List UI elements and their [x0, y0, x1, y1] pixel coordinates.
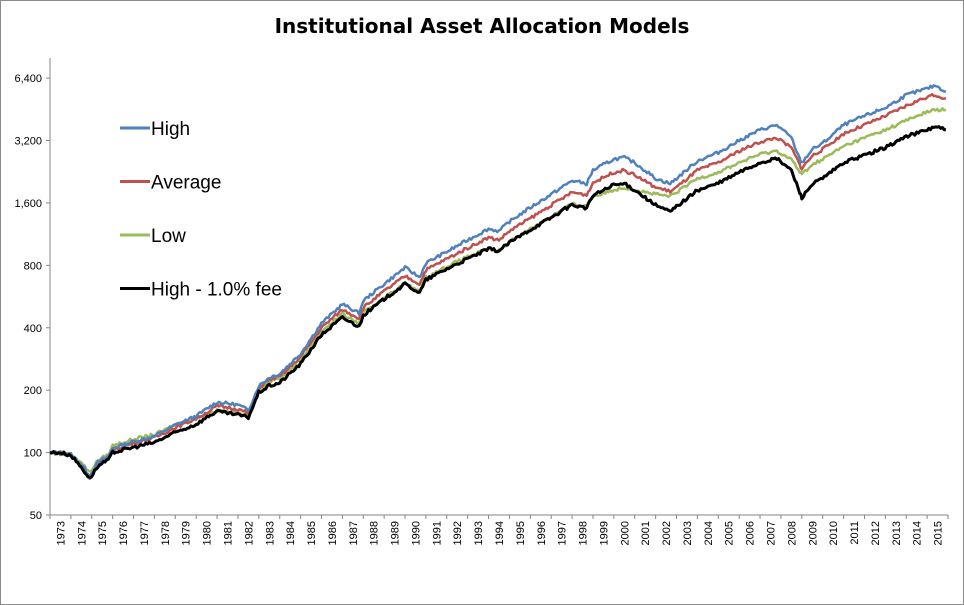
- x-tick-label: 1988: [369, 521, 381, 545]
- x-tick-label: 1985: [306, 521, 318, 545]
- x-tick-label: 1997: [557, 521, 569, 545]
- x-tick-label: 2012: [870, 521, 882, 545]
- legend-label: Average: [151, 173, 221, 194]
- x-tick-label: 2006: [745, 521, 757, 545]
- x-tick-label: 1989: [390, 521, 402, 545]
- legend-label: Low: [151, 226, 186, 247]
- series-line-high: [49, 84, 947, 479]
- y-tick-label: 400: [24, 323, 42, 335]
- x-tick-label: 2007: [765, 521, 777, 545]
- x-tick-label: 1994: [494, 521, 506, 545]
- series-lines: [49, 84, 947, 481]
- x-tick-label: 1980: [202, 521, 214, 545]
- x-tick-label: 2009: [807, 521, 819, 545]
- y-tick-label: 3,200: [14, 136, 42, 148]
- x-tick-label: 2014: [912, 521, 924, 545]
- y-tick-label: 6,400: [14, 73, 42, 85]
- x-tick-label: 1976: [118, 521, 130, 545]
- x-tick-label: 2011: [849, 521, 861, 545]
- x-tick-label: 1993: [473, 521, 485, 545]
- x-tick-label: 1983: [264, 521, 276, 545]
- x-tick-label: 1990: [410, 521, 422, 545]
- x-tick-label: 2002: [661, 521, 673, 545]
- series-line-high-1-0-fee: [49, 125, 947, 479]
- x-tick-label: 1998: [578, 521, 590, 545]
- x-tick-label: 1981: [223, 521, 235, 545]
- x-tick-label: 2001: [640, 521, 652, 545]
- y-tick-label: 50: [30, 510, 42, 522]
- x-tick-label: 2004: [703, 521, 715, 545]
- x-tick-label: 2008: [786, 521, 798, 545]
- legend: High Average Low High - 1.0% fee: [120, 119, 282, 301]
- axes: 50 100 200 400 800 1,600 3,200 6,400 1973 1974 197…: [14, 58, 949, 545]
- y-tick-label: 200: [24, 385, 42, 397]
- x-tick-label: 1974: [76, 521, 88, 545]
- x-tick-label: 2000: [619, 521, 631, 545]
- legend-label: High - 1.0% fee: [151, 280, 282, 301]
- x-tick-label: 2015: [933, 521, 945, 545]
- series-line-average: [49, 92, 946, 481]
- x-tick-label: 2010: [828, 521, 840, 545]
- x-tick-label: 1986: [327, 521, 339, 545]
- x-tick-label: 1984: [285, 521, 297, 545]
- y-tick-label: 100: [24, 448, 42, 460]
- x-tick-label: 1978: [160, 521, 172, 545]
- x-tick-label: 2003: [682, 521, 694, 545]
- x-tick-label: 1973: [55, 521, 67, 545]
- legend-label: High: [151, 119, 190, 140]
- x-tick-label: 2013: [891, 521, 903, 545]
- x-tick-label: 1995: [515, 521, 527, 545]
- x-tick-label: 1987: [348, 521, 360, 545]
- x-tick-label: 1991: [431, 521, 443, 545]
- x-tick-label: 1992: [452, 521, 464, 545]
- y-tick-label: 800: [24, 260, 42, 272]
- x-tick-label: 1977: [139, 521, 151, 545]
- x-tick-label: 1979: [181, 521, 193, 545]
- x-tick-label: 1982: [243, 521, 255, 545]
- y-tick-label: 1,600: [14, 198, 42, 210]
- chart-title: Institutional Asset Allocation Models: [274, 14, 690, 38]
- x-tick-label: 1996: [536, 521, 548, 545]
- x-tick-label: 2005: [724, 521, 736, 545]
- x-tick-label: 1999: [598, 521, 610, 545]
- x-tick-label: 1975: [97, 521, 109, 545]
